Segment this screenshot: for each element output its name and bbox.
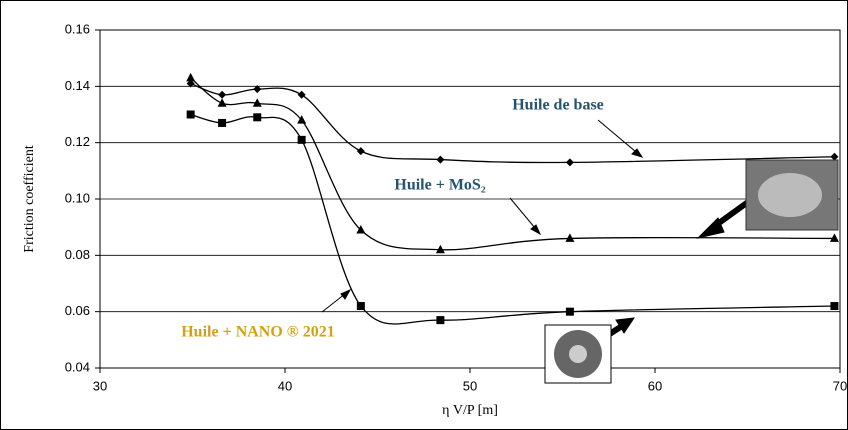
annotation-arrows: [321, 119, 750, 340]
diamond-marker: [830, 152, 839, 161]
square-marker: [436, 316, 445, 325]
label-background: [390, 174, 490, 196]
diamond-marker: [565, 158, 574, 167]
diamond-marker: [253, 85, 262, 94]
x-tick-label: 70: [833, 378, 847, 393]
label-background: [177, 321, 339, 343]
x-tick-label: 40: [278, 378, 292, 393]
square-marker: [218, 118, 227, 127]
triangle-marker: [435, 244, 445, 254]
arrow-head: [696, 217, 725, 239]
triangle-marker: [356, 224, 366, 234]
triangle-marker: [186, 72, 196, 82]
series-label: Huile de base: [512, 97, 604, 114]
diamond-marker: [218, 90, 227, 99]
triangle-marker: [829, 233, 839, 242]
x-axis-title: η V/P [m]: [442, 403, 498, 418]
diamond-marker: [356, 147, 365, 156]
series-label: Huile + NANO ® 2021: [181, 324, 335, 341]
square-marker: [253, 113, 262, 122]
x-tick-label: 30: [93, 378, 107, 393]
y-tick-label: 0.04: [65, 359, 90, 374]
y-tick-label: 0.06: [65, 303, 90, 318]
triangle-marker: [252, 98, 262, 107]
diamond-marker: [186, 79, 195, 88]
square-marker: [297, 135, 306, 144]
y-axis-title: Friction coefficient: [22, 145, 37, 253]
square-marker: [565, 307, 574, 316]
square-marker: [830, 302, 839, 311]
arrow-head: [631, 148, 644, 158]
triangle-marker: [217, 98, 227, 107]
arrow-head: [340, 288, 352, 300]
y-tick-label: 0.16: [65, 21, 90, 36]
y-tick-label: 0.14: [65, 78, 90, 93]
label-background: [508, 94, 608, 116]
y-tick-label: 0.12: [65, 134, 90, 149]
curves: [186, 72, 839, 325]
diamond-marker: [297, 90, 306, 99]
particle-image-shape: [758, 173, 822, 217]
x-tick-label: 60: [648, 378, 662, 393]
square-marker: [356, 302, 365, 311]
y-tick-label: 0.08: [65, 247, 90, 262]
x-tick-label: 50: [463, 378, 477, 393]
y-tick-label: 0.10: [65, 190, 90, 205]
square-marker: [186, 110, 195, 119]
nano-image-core: [569, 345, 587, 363]
arrow-head: [530, 224, 542, 236]
series-label: Huile + MoS₂: [394, 177, 485, 194]
triangle-marker: [297, 115, 307, 124]
plot-area: [99, 29, 841, 369]
labels: Huile de base Huile + MoS₂ Huile + NANO ® …: [177, 94, 608, 343]
triangle-marker: [565, 233, 575, 242]
diamond-marker: [436, 155, 445, 164]
arrow-head: [615, 317, 636, 334]
series-line: [190, 82, 835, 164]
